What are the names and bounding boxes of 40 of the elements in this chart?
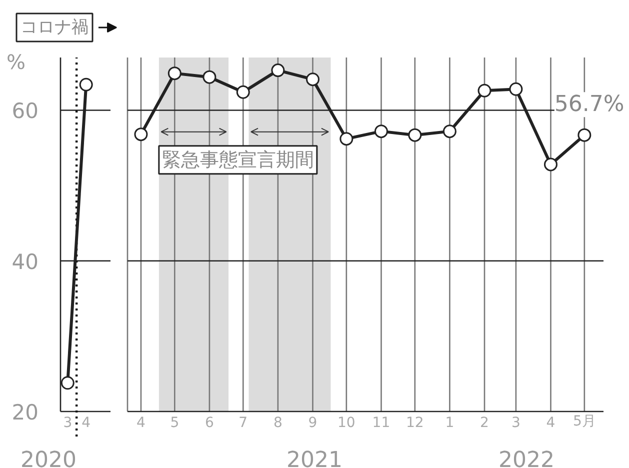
point bbox=[340, 132, 354, 146]
point bbox=[134, 128, 148, 142]
x-tick-label: 5月 bbox=[572, 414, 596, 430]
y-tick-label: 20 bbox=[12, 400, 39, 424]
x-tick-label: 9 bbox=[308, 415, 318, 431]
x-tick-label: 4 bbox=[82, 415, 91, 431]
point bbox=[578, 128, 592, 142]
text: 2022 bbox=[498, 448, 554, 468]
x-tick-label: 6 bbox=[205, 415, 214, 431]
point bbox=[236, 85, 250, 99]
x-tick-label: 3 bbox=[511, 415, 520, 431]
x-tick-label: 4 bbox=[136, 415, 146, 431]
point bbox=[442, 124, 456, 138]
x-tick-label: 12 bbox=[406, 415, 424, 431]
text: 2021 bbox=[286, 448, 342, 468]
y-axis-title: % bbox=[6, 50, 26, 74]
point bbox=[544, 158, 558, 172]
point bbox=[408, 128, 422, 142]
point bbox=[509, 82, 523, 96]
x-tick-label: 1 bbox=[445, 415, 454, 431]
point bbox=[168, 66, 182, 80]
annotation: 緊急事態宣言期間 bbox=[162, 148, 314, 171]
legend-label: コロナ禍 bbox=[20, 18, 88, 38]
point bbox=[306, 72, 320, 86]
point bbox=[271, 64, 285, 78]
point bbox=[374, 124, 388, 138]
y-tick-label: 40 bbox=[12, 250, 39, 274]
x-tick-label: 7 bbox=[238, 415, 248, 431]
text: 2020 bbox=[20, 448, 76, 468]
x-tick-label: 3 bbox=[63, 415, 72, 431]
point bbox=[202, 70, 216, 84]
x-tick-label: 10 bbox=[338, 415, 356, 431]
x-tick-label: 11 bbox=[372, 415, 390, 431]
x-tick-label: 4 bbox=[546, 415, 556, 431]
data-label: 56.7% bbox=[554, 92, 624, 118]
point bbox=[478, 84, 492, 98]
y-tick-label: 60 bbox=[12, 99, 39, 124]
x-tick-label: 2 bbox=[480, 415, 489, 431]
x-tick-label: 5 bbox=[170, 415, 180, 431]
x-tick-label: 8 bbox=[273, 415, 282, 431]
